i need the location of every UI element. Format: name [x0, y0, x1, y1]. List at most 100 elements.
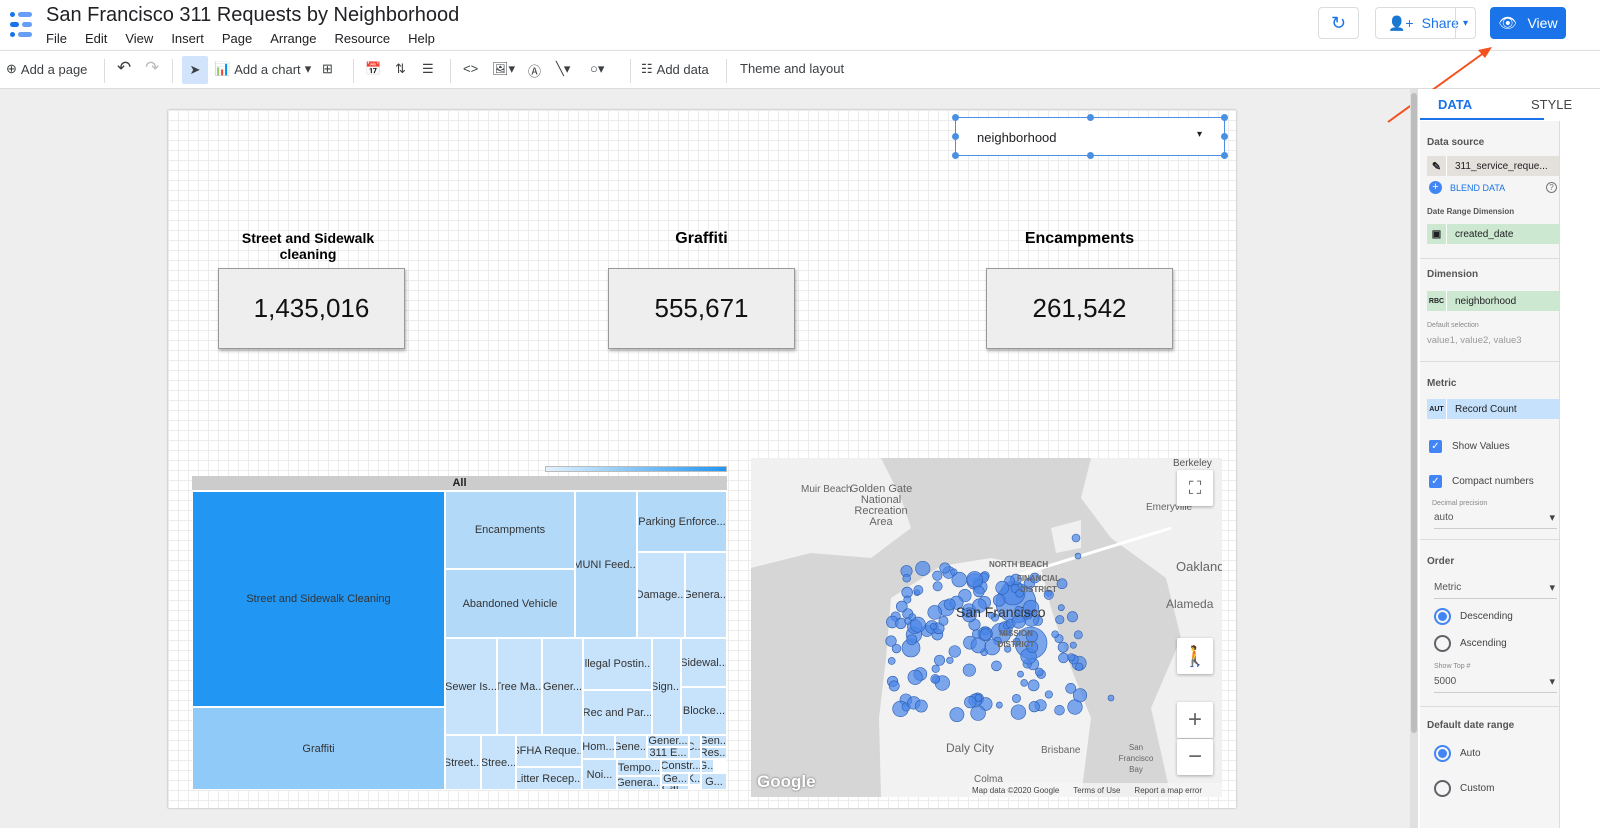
select-button[interactable]: ➤	[182, 56, 208, 84]
report-error-link[interactable]: Report a map error	[1134, 785, 1203, 795]
map-bubble[interactable]	[1020, 679, 1028, 687]
resize-handle[interactable]	[1221, 114, 1228, 121]
treemap-cell[interactable]: Gen...	[701, 735, 727, 747]
data-source-field[interactable]: ✎ 311_service_reque...	[1427, 156, 1559, 176]
map-bubble[interactable]	[932, 570, 943, 581]
treemap-cell[interactable]: Hom...	[582, 735, 615, 759]
map-bubble[interactable]	[1074, 552, 1082, 560]
map-bubble[interactable]	[987, 611, 995, 619]
treemap-cell[interactable]: MUNI Feed...	[575, 491, 637, 638]
custom-date-radio[interactable]	[1434, 780, 1451, 797]
map-bubble[interactable]	[1015, 588, 1024, 598]
map-bubble[interactable]	[1072, 688, 1088, 703]
treemap-cell[interactable]: Ge...	[661, 773, 689, 785]
help-icon[interactable]: ?	[1546, 182, 1557, 193]
treemap-cell[interactable]: Rec and Par...	[583, 690, 652, 735]
treemap-cell[interactable]: Abandoned Vehicle	[445, 569, 575, 638]
map-bubble[interactable]	[927, 605, 943, 620]
treemap-chart[interactable]: All Street and Sidewalk Cleaning Graffiti…	[192, 476, 727, 790]
treemap-cell[interactable]: SFHA Reque...	[516, 735, 582, 767]
map-bubble[interactable]	[1057, 641, 1069, 653]
map-bubble[interactable]	[966, 571, 983, 588]
map-bubble[interactable]	[964, 695, 977, 709]
terms-link[interactable]: Terms of Use	[1073, 785, 1121, 795]
treemap-cell[interactable]: Sewer Is...	[445, 638, 497, 735]
neighborhood-filter-dropdown[interactable]: neighborhood ▾	[952, 114, 1228, 159]
treemap-cell[interactable]: Graffiti	[192, 707, 445, 790]
map-bubble[interactable]	[943, 598, 956, 611]
treemap-cell[interactable]: Noi...	[582, 759, 617, 790]
data-control-button[interactable]: ⇅	[395, 61, 406, 77]
map-bubble[interactable]	[906, 634, 918, 646]
map-bubble[interactable]	[1011, 614, 1026, 629]
map-bubble[interactable]	[1012, 637, 1021, 646]
map-bubble[interactable]	[929, 623, 937, 630]
map-bubble[interactable]	[1034, 667, 1044, 677]
decimal-precision-dropdown[interactable]: auto	[1434, 507, 1557, 529]
resize-handle[interactable]	[1087, 152, 1094, 159]
treemap-cell[interactable]: Sidewal...	[681, 638, 727, 687]
share-button[interactable]: 👤+ Share ▾	[1375, 7, 1476, 39]
map-bubble[interactable]	[1055, 615, 1065, 625]
treemap-cell[interactable]: Illegal Postin...	[583, 638, 652, 690]
map-bubble[interactable]	[948, 645, 961, 658]
map-bubble[interactable]	[887, 657, 896, 665]
auto-date-radio[interactable]	[1434, 745, 1451, 762]
map-bubble[interactable]	[979, 628, 992, 641]
shape-button[interactable]: ○▾	[590, 61, 604, 77]
map-bubble[interactable]	[1067, 653, 1076, 662]
map-bubble[interactable]	[896, 600, 908, 613]
map-bubble[interactable]	[946, 656, 954, 664]
map-bubble[interactable]	[1004, 645, 1012, 653]
treemap-cell[interactable]: Street...	[445, 735, 481, 790]
menu-help[interactable]: Help	[408, 31, 435, 46]
treemap-cell[interactable]: Constr...	[661, 759, 701, 773]
map-bubble[interactable]	[950, 568, 958, 576]
map-bubble[interactable]	[908, 613, 917, 622]
pencil-icon[interactable]: ✎	[1427, 156, 1447, 176]
map-bubble[interactable]	[1066, 611, 1078, 623]
map-bubble[interactable]	[1025, 612, 1033, 620]
show-top-dropdown[interactable]: 5000	[1434, 671, 1557, 693]
theme-layout-button[interactable]: Theme and layout	[740, 61, 844, 76]
map-bubble[interactable]	[1069, 641, 1077, 649]
treemap-cell[interactable]: G...	[701, 759, 714, 773]
order-by-dropdown[interactable]: Metric	[1434, 577, 1557, 599]
scrollbar-thumb[interactable]	[1411, 93, 1417, 733]
date-range-button[interactable]: 📅	[365, 61, 381, 77]
map-bubble[interactable]	[938, 615, 949, 626]
tab-style[interactable]: STYLE	[1531, 97, 1573, 112]
map-bubble[interactable]	[1029, 572, 1041, 584]
map-bubble[interactable]	[970, 705, 986, 721]
map-bubble[interactable]	[995, 580, 1010, 595]
map-bubble[interactable]	[888, 680, 900, 692]
map-bubble[interactable]	[913, 585, 924, 596]
add-chart-button[interactable]: 📊 Add a chart ▾	[214, 61, 311, 77]
map-bubble[interactable]	[1056, 578, 1068, 590]
map-bubble[interactable]	[902, 574, 911, 583]
treemap-root-header[interactable]: All	[192, 476, 727, 490]
resize-handle[interactable]	[952, 114, 959, 121]
treemap-cell[interactable]: Res...	[701, 747, 727, 759]
resize-handle[interactable]	[1087, 114, 1094, 121]
descending-radio[interactable]	[1434, 608, 1451, 625]
dimension-field[interactable]: RBC neighborhood	[1427, 291, 1559, 311]
view-button[interactable]: 👁 View	[1490, 7, 1566, 39]
scorecard-encampments[interactable]: 261,542	[986, 268, 1173, 349]
map-bubble[interactable]	[1065, 683, 1077, 694]
map-bubble[interactable]	[1075, 662, 1084, 671]
map-bubble[interactable]	[1058, 652, 1069, 664]
add-page-button[interactable]: ⊕ Add a page	[6, 61, 87, 77]
menu-arrange[interactable]: Arrange	[270, 31, 317, 46]
map-bubble[interactable]	[974, 694, 983, 702]
zoom-out-button[interactable]: −	[1177, 739, 1213, 775]
treemap-cell[interactable]: Gener...	[542, 638, 583, 735]
treemap-cell[interactable]: Gener...	[647, 735, 689, 747]
blend-plus-icon[interactable]: +	[1429, 181, 1442, 194]
refresh-button[interactable]: ↻	[1318, 7, 1359, 39]
map-bubble[interactable]	[914, 699, 928, 713]
map-bubble[interactable]	[903, 595, 912, 604]
treemap-cell[interactable]: Genera...	[617, 776, 661, 790]
map-bubble[interactable]	[1014, 605, 1023, 615]
map-bubble[interactable]	[995, 701, 1003, 709]
